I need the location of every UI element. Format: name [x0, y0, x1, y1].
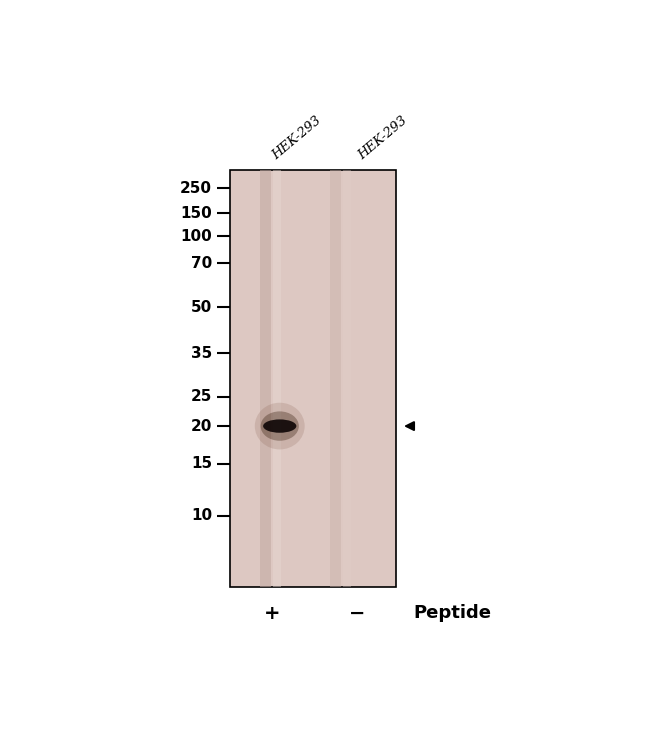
- Text: HEK-293: HEK-293: [270, 114, 324, 163]
- Bar: [260, 170, 272, 586]
- Text: 70: 70: [191, 256, 212, 271]
- Text: −: −: [349, 604, 365, 623]
- Text: 50: 50: [191, 299, 212, 315]
- Ellipse shape: [255, 403, 305, 449]
- Bar: [273, 170, 281, 586]
- Text: 10: 10: [191, 508, 212, 523]
- Ellipse shape: [263, 419, 296, 433]
- Text: 20: 20: [191, 419, 212, 433]
- Bar: [230, 170, 396, 586]
- Text: 15: 15: [191, 456, 212, 471]
- Text: Peptide: Peptide: [414, 604, 492, 622]
- Text: +: +: [263, 604, 280, 623]
- Text: 150: 150: [181, 206, 212, 221]
- Ellipse shape: [261, 411, 299, 441]
- Bar: [343, 170, 351, 586]
- Bar: [330, 170, 341, 586]
- Text: 100: 100: [181, 229, 212, 244]
- Text: 25: 25: [191, 389, 212, 404]
- Text: 35: 35: [191, 346, 212, 361]
- Text: HEK-293: HEK-293: [356, 114, 410, 163]
- Text: 250: 250: [180, 181, 212, 196]
